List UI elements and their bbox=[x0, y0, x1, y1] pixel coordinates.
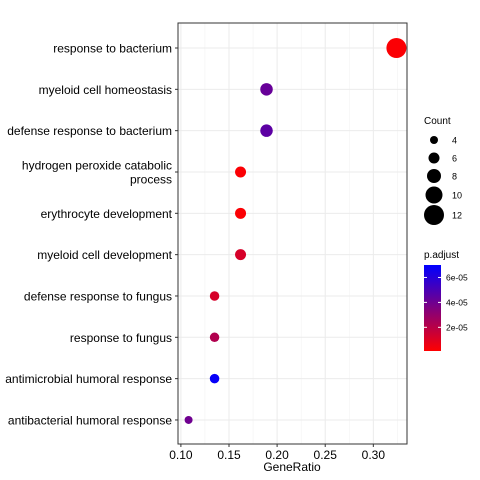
y-tick-label-line: erythrocyte development bbox=[41, 207, 173, 221]
data-point bbox=[235, 249, 247, 261]
y-tick-label-line: defense response to fungus bbox=[24, 289, 172, 303]
count-legend-dot bbox=[428, 152, 440, 164]
data-points bbox=[184, 38, 407, 424]
x-tick-label: 0.25 bbox=[314, 448, 338, 462]
count-legend-title: Count bbox=[424, 116, 451, 127]
data-point bbox=[386, 38, 407, 58]
y-tick-label: erythrocyte development bbox=[41, 207, 173, 221]
data-point bbox=[260, 83, 273, 96]
x-tick-label: 0.10 bbox=[169, 448, 193, 462]
y-tick-label: myeloid cell development bbox=[37, 248, 172, 262]
count-legend-label: 10 bbox=[452, 191, 462, 201]
grid-lines bbox=[178, 23, 407, 444]
colorbar-label: 6e-05 bbox=[446, 272, 468, 282]
count-legend-label: 8 bbox=[452, 172, 457, 182]
data-point bbox=[184, 415, 193, 424]
p-adjust-legend: p.adjust 2e-05 4e-05 6e-05 bbox=[424, 250, 468, 351]
y-tick-label-line: defense response to bacterium bbox=[7, 124, 172, 138]
count-legend-dot bbox=[427, 169, 441, 183]
y-tick-label-line: antimicrobial humoral response bbox=[5, 372, 172, 386]
y-tick-label-line: myeloid cell development bbox=[37, 248, 172, 262]
y-tick-label-line: myeloid cell homeostasis bbox=[39, 83, 172, 97]
panel-background bbox=[178, 23, 407, 444]
y-tick-label: myeloid cell homeostasis bbox=[39, 83, 172, 97]
count-legend-dot bbox=[425, 186, 443, 204]
p-adjust-colorbar bbox=[424, 265, 441, 351]
y-tick-label: hydrogen peroxide catabolic process bbox=[22, 158, 172, 186]
data-point bbox=[209, 373, 220, 384]
data-point bbox=[235, 166, 247, 178]
y-tick-label-line: process bbox=[130, 172, 172, 186]
y-tick-label-line: response to fungus bbox=[70, 331, 172, 345]
count-legend-label: 4 bbox=[452, 136, 457, 146]
p-adjust-legend-title: p.adjust bbox=[424, 250, 459, 261]
x-tick-label: 0.30 bbox=[362, 448, 386, 462]
count-legend-label: 12 bbox=[452, 211, 462, 221]
count-legend-dot bbox=[430, 136, 438, 144]
y-tick-label: defense response to fungus bbox=[24, 289, 172, 303]
data-point bbox=[260, 124, 273, 137]
x-tick-label: 0.15 bbox=[217, 448, 241, 462]
data-point bbox=[235, 207, 247, 219]
y-tick-label-line: hydrogen peroxide catabolic bbox=[22, 158, 172, 172]
data-point bbox=[209, 332, 220, 343]
y-tick-label: response to fungus bbox=[70, 331, 172, 345]
count-legend-dot bbox=[424, 205, 444, 225]
data-point bbox=[209, 291, 220, 301]
x-tick-label: 0.20 bbox=[265, 448, 289, 462]
y-tick-label: response to bacterium bbox=[53, 42, 172, 56]
count-legend-label: 6 bbox=[452, 154, 457, 164]
y-tick-label: antimicrobial humoral response bbox=[5, 372, 172, 386]
y-tick-label-line: response to bacterium bbox=[53, 42, 172, 56]
y-tick-label: antibacterial humoral response bbox=[8, 413, 172, 427]
count-legend: Count 4 6 8 10 12 bbox=[424, 116, 462, 225]
panel-border bbox=[177, 22, 408, 445]
colorbar-label: 4e-05 bbox=[446, 297, 468, 307]
colorbar-label: 2e-05 bbox=[446, 322, 468, 332]
y-tick-label-line: antibacterial humoral response bbox=[8, 413, 172, 427]
y-tick-label: defense response to bacterium bbox=[7, 124, 172, 138]
x-axis-label: GeneRatio bbox=[263, 460, 321, 474]
y-axis-labels: response to bacterium myeloid cell homeos… bbox=[5, 42, 178, 427]
x-axis: 0.10 0.15 0.20 0.25 0.30 bbox=[169, 444, 385, 462]
